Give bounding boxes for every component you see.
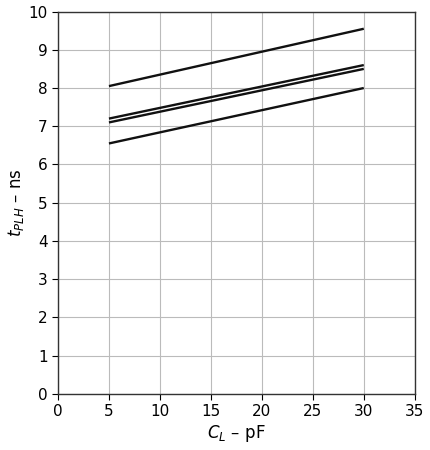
X-axis label: $C_L$ – pF: $C_L$ – pF [207, 423, 266, 445]
Y-axis label: $t_{PLH}$ – ns: $t_{PLH}$ – ns [6, 168, 25, 237]
